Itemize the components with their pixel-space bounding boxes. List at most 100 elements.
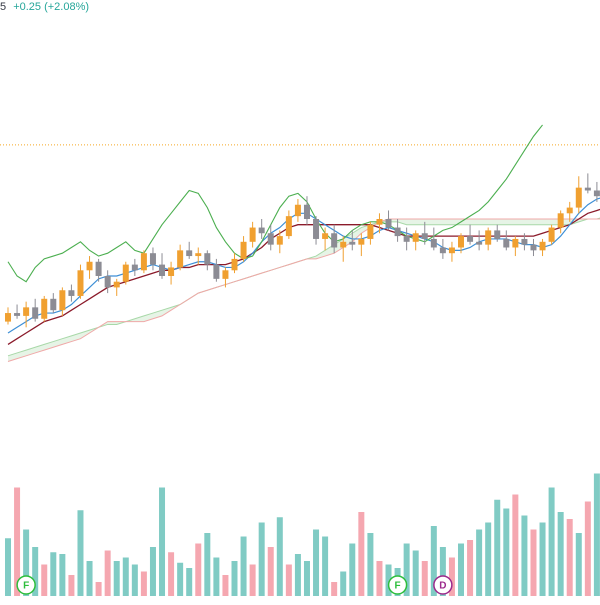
candle-body bbox=[575, 187, 582, 208]
candle-body bbox=[358, 238, 365, 245]
volume-bar bbox=[131, 564, 138, 596]
volume-bars bbox=[5, 473, 600, 596]
volume-bar bbox=[50, 552, 57, 596]
candle-body bbox=[503, 238, 510, 248]
candle-body bbox=[168, 267, 175, 276]
volume-bar bbox=[294, 554, 301, 596]
candle-body bbox=[276, 236, 283, 245]
candle-body bbox=[23, 307, 30, 316]
candle-body bbox=[285, 216, 292, 237]
volume-bar bbox=[249, 564, 256, 596]
candle-body bbox=[32, 307, 39, 319]
volume-bar bbox=[104, 550, 111, 596]
candle-body bbox=[476, 241, 483, 245]
candle-body bbox=[59, 290, 66, 311]
candle-body bbox=[548, 227, 555, 242]
candle-body bbox=[530, 244, 537, 251]
marker-circle bbox=[433, 575, 453, 595]
candle-body bbox=[512, 238, 519, 248]
volume-bar bbox=[476, 529, 483, 596]
candle-body bbox=[240, 241, 247, 259]
candle-body bbox=[5, 313, 11, 322]
event-marker-d[interactable]: D bbox=[433, 575, 453, 595]
volume-bar bbox=[14, 487, 21, 596]
candle-body bbox=[566, 207, 573, 214]
candle-body bbox=[86, 261, 93, 271]
candle-body bbox=[68, 290, 75, 296]
marker-circle bbox=[16, 575, 36, 595]
volume-bar bbox=[267, 547, 274, 596]
volume-bar bbox=[340, 571, 347, 596]
volume-bar bbox=[68, 575, 75, 596]
candle-body bbox=[14, 313, 21, 316]
event-marker-f[interactable]: F bbox=[16, 575, 36, 595]
candle-body bbox=[467, 236, 474, 242]
candle-body bbox=[412, 233, 419, 242]
candle-body bbox=[77, 270, 84, 296]
volume-bar bbox=[59, 554, 66, 596]
volume-bar bbox=[376, 561, 383, 596]
volume-bar bbox=[140, 571, 147, 596]
volume-bar bbox=[367, 533, 374, 596]
volume-bar bbox=[467, 540, 474, 596]
volume-bar bbox=[303, 561, 310, 596]
volume-bar bbox=[439, 547, 446, 596]
ichimoku-cloud bbox=[8, 218, 600, 362]
volume-bar bbox=[331, 582, 338, 596]
volume-bar bbox=[168, 552, 175, 596]
volume-bar bbox=[113, 561, 120, 596]
volume-bar bbox=[285, 564, 292, 596]
volume-bar bbox=[530, 529, 537, 596]
candle-body bbox=[149, 253, 156, 265]
volume-bar bbox=[222, 575, 229, 596]
volume-bar bbox=[494, 499, 501, 596]
volume-bar bbox=[358, 512, 365, 596]
candle-body bbox=[159, 264, 166, 276]
volume-bar bbox=[584, 501, 591, 596]
volume-bar bbox=[458, 543, 464, 596]
candle-body bbox=[122, 264, 129, 282]
price-header: 5 +0.25 (+2.08%) bbox=[0, 1, 89, 13]
marker-label: F bbox=[395, 581, 401, 592]
marker-circle bbox=[387, 575, 408, 595]
candles bbox=[5, 173, 600, 328]
chikou-line bbox=[7, 124, 543, 283]
volume-bar bbox=[412, 550, 419, 596]
volume-bar bbox=[186, 568, 193, 596]
volume-bar bbox=[86, 561, 93, 596]
volume-bar bbox=[159, 487, 166, 596]
candle-body bbox=[448, 247, 455, 254]
volume-bar bbox=[177, 562, 184, 596]
candle-body bbox=[303, 204, 310, 219]
candle-body bbox=[367, 224, 374, 239]
candle-body bbox=[113, 281, 120, 288]
price-change: +0.25 (+2.08%) bbox=[13, 1, 90, 13]
candle-body bbox=[195, 253, 202, 257]
volume-bar bbox=[41, 564, 48, 596]
candle-body bbox=[104, 276, 111, 288]
volume-bar bbox=[448, 557, 455, 596]
volume-bar bbox=[32, 547, 39, 596]
candle-body bbox=[394, 227, 401, 237]
volume-bar bbox=[122, 557, 129, 596]
senkou-span-a-line bbox=[7, 217, 600, 357]
volume-bar bbox=[548, 487, 555, 596]
volume-bar bbox=[313, 529, 320, 596]
volume-bar bbox=[95, 582, 102, 596]
volume-bar bbox=[485, 522, 492, 596]
volume-bar bbox=[521, 515, 528, 596]
price-fragment: 5 bbox=[0, 1, 7, 13]
volume-bar bbox=[539, 522, 546, 596]
candle-body bbox=[430, 238, 437, 248]
volume-bar bbox=[385, 564, 392, 596]
volume-bar bbox=[276, 517, 283, 596]
volume-bar bbox=[322, 536, 329, 596]
event-marker-f[interactable]: F bbox=[387, 575, 408, 595]
candle-body bbox=[439, 247, 446, 254]
candle-body bbox=[403, 236, 410, 242]
volume-bar bbox=[349, 543, 356, 596]
candle-body bbox=[313, 219, 320, 239]
